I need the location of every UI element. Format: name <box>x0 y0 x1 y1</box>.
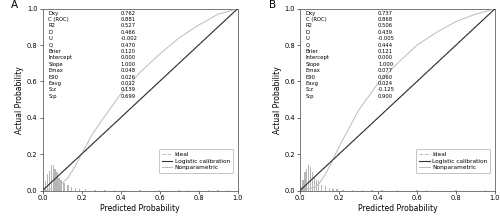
Bar <box>159 190 160 191</box>
Bar <box>306 169 308 191</box>
Bar <box>188 190 190 191</box>
Bar <box>332 189 334 191</box>
X-axis label: Predicted Probability: Predicted Probability <box>358 204 438 213</box>
Bar <box>362 190 363 191</box>
Bar <box>227 190 228 191</box>
Bar <box>336 189 338 191</box>
Bar <box>43 187 44 191</box>
Bar <box>71 187 72 191</box>
Bar <box>46 174 48 191</box>
Bar <box>352 190 354 191</box>
Bar <box>318 181 319 191</box>
Bar <box>114 190 116 191</box>
Y-axis label: Actual Probability: Actual Probability <box>272 66 281 134</box>
Legend: Ideal, Logistic calibration, Nonparametric: Ideal, Logistic calibration, Nonparametr… <box>159 149 232 173</box>
Bar <box>302 180 304 191</box>
Bar <box>52 165 54 191</box>
Bar <box>342 190 344 191</box>
Text: B: B <box>269 0 276 10</box>
Bar <box>48 171 50 191</box>
Bar <box>79 189 80 191</box>
Bar <box>426 190 428 191</box>
Y-axis label: Actual Probability: Actual Probability <box>15 66 24 134</box>
Bar <box>310 167 312 191</box>
Bar <box>308 165 310 191</box>
Bar <box>312 172 314 191</box>
Bar <box>67 185 68 191</box>
Bar <box>314 176 316 191</box>
Bar <box>484 190 486 191</box>
Bar <box>304 172 306 191</box>
Bar <box>198 190 199 191</box>
X-axis label: Predicted Probability: Predicted Probability <box>100 204 180 213</box>
Bar <box>50 165 52 191</box>
Bar <box>324 186 326 191</box>
Text: 0.762
0.881
0.527
0.466
-0.002
0.470
0.120
0.000
1.000
0.048
0.026
0.012
0.139
0: 0.762 0.881 0.527 0.466 -0.002 0.470 0.1… <box>120 11 138 99</box>
Bar <box>372 190 373 191</box>
Bar <box>208 190 209 191</box>
Bar <box>316 180 317 191</box>
Bar <box>56 172 58 191</box>
Bar <box>300 187 302 191</box>
Text: 0.737
0.868
0.506
0.439
-0.005
0.444
0.121
0.000
1.000
0.077
0.060
0.024
-0.125
: 0.737 0.868 0.506 0.439 -0.005 0.444 0.1… <box>378 11 395 99</box>
Bar <box>84 189 86 191</box>
Bar <box>328 188 330 191</box>
Bar <box>178 190 180 191</box>
Bar <box>124 190 125 191</box>
Text: Dxy
C (ROC)
R2
D
U
Q
Brier
Intercept
Slope
Emax
E90
Eavg
S:z
S:p: Dxy C (ROC) R2 D U Q Brier Intercept Slo… <box>48 11 72 99</box>
Bar <box>75 188 76 191</box>
Legend: Ideal, Logistic calibration, Nonparametric: Ideal, Logistic calibration, Nonparametr… <box>416 149 490 173</box>
Bar <box>44 181 46 191</box>
Text: Dxy
C (ROC)
R2
D
U
Q
Brier
Intercept
Slope
Emax
E90
Eavg
S:z
S:p: Dxy C (ROC) R2 D U Q Brier Intercept Slo… <box>306 11 330 99</box>
Bar <box>104 190 106 191</box>
Bar <box>416 190 418 191</box>
Text: A: A <box>12 0 18 10</box>
Bar <box>94 190 96 191</box>
Bar <box>381 190 382 191</box>
Bar <box>54 169 56 191</box>
Bar <box>397 190 398 191</box>
Bar <box>60 180 62 191</box>
Bar <box>320 185 322 191</box>
Bar <box>58 178 60 191</box>
